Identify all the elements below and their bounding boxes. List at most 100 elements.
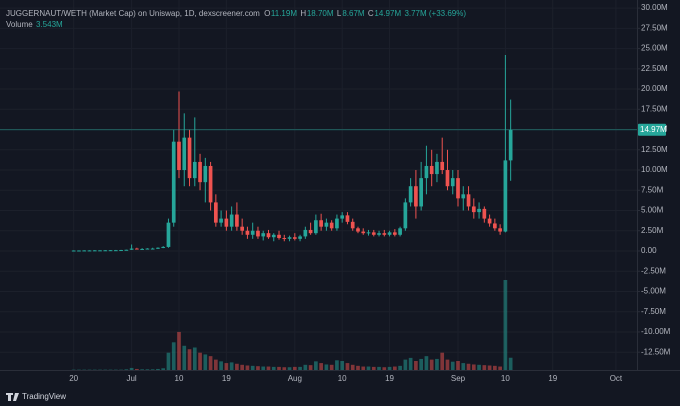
candle-body <box>203 165 208 183</box>
volume-bar <box>503 280 508 370</box>
candle-body <box>229 214 234 227</box>
x-tick-label: Aug <box>288 374 302 383</box>
candle-body <box>292 237 297 239</box>
candle-body <box>477 208 481 213</box>
candle-body <box>335 218 339 229</box>
volume-bar <box>461 363 466 370</box>
y-tick-label: -10.00M <box>641 327 671 336</box>
y-tick-label: 2.50M <box>641 226 664 235</box>
volume-bar <box>298 366 302 370</box>
x-tick-label: 19 <box>222 374 231 383</box>
volume-bar <box>450 361 455 370</box>
candle-body <box>408 186 413 203</box>
candle-body <box>340 215 345 219</box>
candle-body <box>150 248 155 250</box>
candle-body <box>387 232 392 235</box>
plot <box>0 55 637 370</box>
volume-bar <box>482 365 487 370</box>
volume-bar <box>203 354 208 370</box>
volume-bar <box>508 357 513 370</box>
candle-body <box>256 230 260 237</box>
volume-bar <box>177 331 181 370</box>
ohlc-key: O <box>264 9 270 18</box>
candle-body <box>392 232 397 235</box>
y-tick-label: -7.50M <box>641 307 666 316</box>
candle-body <box>235 214 239 227</box>
candle-body <box>482 208 487 219</box>
volume-bar <box>150 369 155 370</box>
candle-body <box>308 229 313 234</box>
volume-bar <box>129 367 134 370</box>
candle-body <box>382 233 387 235</box>
change: 3.77M (+33.69%) <box>404 9 466 18</box>
candle-body <box>108 250 113 252</box>
y-tick-label: 27.50M <box>641 23 668 32</box>
volume-bar <box>414 361 418 370</box>
candle-body <box>156 247 160 249</box>
volume-bar <box>214 359 218 370</box>
volume-bar <box>356 365 360 370</box>
candle-body <box>450 178 455 187</box>
y-tick-label: 17.50M <box>641 104 668 113</box>
ohlc-value: 14.97M <box>374 9 401 18</box>
volume-bar <box>382 367 387 370</box>
volume-bar <box>182 345 187 370</box>
candle-body <box>429 165 434 175</box>
volume-bar <box>261 366 266 370</box>
candle-body <box>456 178 460 199</box>
volume-bar <box>340 361 345 370</box>
candle-body <box>356 228 360 232</box>
volume-bar <box>166 352 171 370</box>
candle-body <box>461 194 466 199</box>
volume-bar <box>366 366 371 370</box>
volume-bar <box>161 368 166 370</box>
candle-body <box>345 215 350 222</box>
x-tick-label: Oct <box>610 374 623 383</box>
volume-bar <box>235 363 239 370</box>
candle-body <box>377 233 381 235</box>
volume-bar <box>419 358 423 370</box>
x-tick-label: Sep <box>451 374 466 383</box>
candle-body <box>71 250 76 252</box>
candle-body <box>135 248 139 250</box>
volume-bar <box>350 364 355 370</box>
volume-bar <box>308 365 313 370</box>
candle-body <box>214 202 218 223</box>
candle-body <box>219 218 223 223</box>
volume-bar <box>429 359 434 370</box>
candle-body <box>324 222 329 227</box>
volume-bar <box>224 363 229 370</box>
x-tick-label: 10 <box>175 374 184 383</box>
volume-bar <box>398 365 402 370</box>
candle-body <box>87 250 92 252</box>
candle-body <box>261 233 266 237</box>
volume-bar <box>477 364 481 370</box>
volume-bar <box>277 366 281 370</box>
volume-bar <box>145 369 150 370</box>
volume-bar <box>319 363 323 370</box>
candle-body <box>398 228 402 235</box>
last-price-badge <box>638 123 666 136</box>
y-tick-label: 20.00M <box>641 84 668 93</box>
candle-body <box>192 161 197 179</box>
candle-body <box>424 165 429 179</box>
volume-bar <box>387 366 392 370</box>
volume-bar <box>435 358 439 370</box>
volume-bar <box>487 365 492 370</box>
y-tick-label: -5.00M <box>641 287 666 296</box>
volume-name: Volume <box>6 20 33 29</box>
volume-bar <box>471 364 476 370</box>
candle-body <box>314 220 318 234</box>
y-tick-label: -12.50M <box>641 347 671 356</box>
ohlc-key: C <box>368 9 374 18</box>
y-tick-label: 12.50M <box>641 145 668 154</box>
x-tick-label: Jul <box>126 374 136 383</box>
brand-name: TradingView <box>22 392 66 401</box>
volume-bar <box>198 352 202 370</box>
volume-bar <box>371 366 376 370</box>
volume-bar <box>256 366 260 370</box>
candle-body <box>113 250 118 252</box>
candle-body <box>224 218 229 227</box>
candle-body <box>98 250 102 252</box>
